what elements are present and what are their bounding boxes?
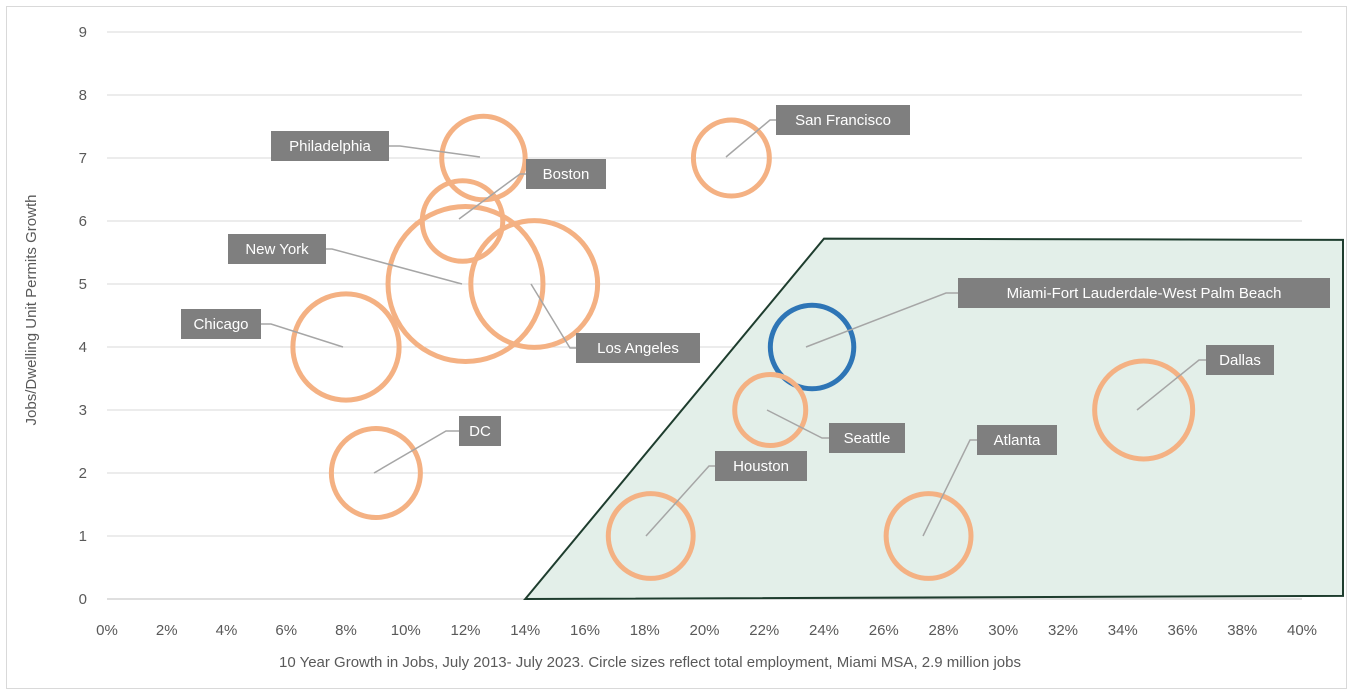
callout-box [715,451,807,481]
point-label: Philadelphia [289,138,371,155]
point-label: Houston [733,458,789,475]
x-axis-title: 10 Year Growth in Jobs, July 2013- July … [279,654,1021,671]
bubble [468,218,601,350]
y-tick-labels: 0 1 2 3 4 5 6 7 8 9 [79,24,87,608]
callout-box [181,309,261,339]
x-tick-label: 18% [630,622,660,639]
leader-line [373,430,459,474]
x-tick-label: 20% [689,622,719,639]
bubble [328,425,423,521]
highlight-region [523,237,1344,601]
x-tick-label: 38% [1227,622,1257,639]
leader-line [766,409,829,439]
callout-box [526,159,606,189]
x-tick-label: 36% [1167,622,1197,639]
x-tick-label: 22% [749,622,779,639]
x-tick-label: 2% [156,622,178,639]
y-tick-label: 8 [79,87,87,104]
point-label: Seattle [844,430,891,447]
x-tick-label: 14% [510,622,540,639]
leader-line [530,283,576,349]
bubble [883,491,974,581]
callout-layer: Philadelphia Boston New York Los Angeles Chi… [181,105,1330,537]
x-tick-label: 28% [928,622,958,639]
leader-line [645,465,715,537]
bubble [1092,358,1196,462]
x-tick-label: 34% [1108,622,1138,639]
x-tick-label: 26% [869,622,899,639]
bubble [290,291,402,403]
callout-box [776,105,910,135]
x-tick-label: 6% [275,622,297,639]
x-tick-label: 32% [1048,622,1078,639]
bubble [605,491,696,581]
point-label: Dallas [1219,352,1261,369]
callout-box [271,131,389,161]
callout-box [228,234,326,264]
point-label: San Francisco [795,112,891,129]
y-tick-label: 5 [79,276,87,293]
leader-line [458,173,526,220]
callout-box [829,423,905,453]
y-tick-label: 0 [79,591,87,608]
y-tick-label: 3 [79,402,87,419]
leader-line [261,323,344,348]
bubble [732,371,809,449]
y-tick-label: 9 [79,24,87,41]
bubble [767,302,857,392]
x-tick-labels: 0% 2% 4% 6% 8% 10% 12% 14% 16% 18% 20% 22% 24% 26% 28%… [96,622,1317,639]
leader-line [805,292,958,348]
x-tick-label: 8% [335,622,357,639]
x-tick-label: 0% [96,622,118,639]
leader-line [326,248,463,285]
y-tick-label: 1 [79,528,87,545]
callout-box [459,416,501,446]
bubble [385,204,546,364]
point-label: Atlanta [994,432,1041,449]
point-label: DC [469,423,491,440]
callout-box [576,333,700,363]
highlight-region-layer [523,237,1344,601]
point-label: Chicago [193,316,248,333]
bubble [439,113,528,203]
callout-box [958,278,1330,308]
callout-box [977,425,1057,455]
y-tick-label: 2 [79,465,87,482]
leader-line [922,439,977,537]
y-tick-label: 7 [79,150,87,167]
x-tick-label: 40% [1287,622,1317,639]
leader-line [389,145,481,158]
x-tick-label: 30% [988,622,1018,639]
y-tick-label: 4 [79,339,87,356]
callout-box [1206,345,1274,375]
x-tick-label: 12% [450,622,480,639]
y-tick-label: 6 [79,213,87,230]
leader-line [1136,359,1206,411]
x-tick-label: 4% [216,622,238,639]
bubble-layer [290,113,1196,581]
x-tick-label: 16% [570,622,600,639]
point-label: Miami-Fort Lauderdale-West Palm Beach [1007,285,1282,302]
point-label: New York [245,241,309,258]
bubble [690,117,772,199]
x-tick-label: 24% [809,622,839,639]
point-label: Los Angeles [597,340,679,357]
leader-line [725,119,776,158]
x-tick-label: 10% [391,622,421,639]
y-axis-title: Jobs/Dwelling Unit Permits Growth [23,195,40,426]
point-label: Boston [543,166,590,183]
